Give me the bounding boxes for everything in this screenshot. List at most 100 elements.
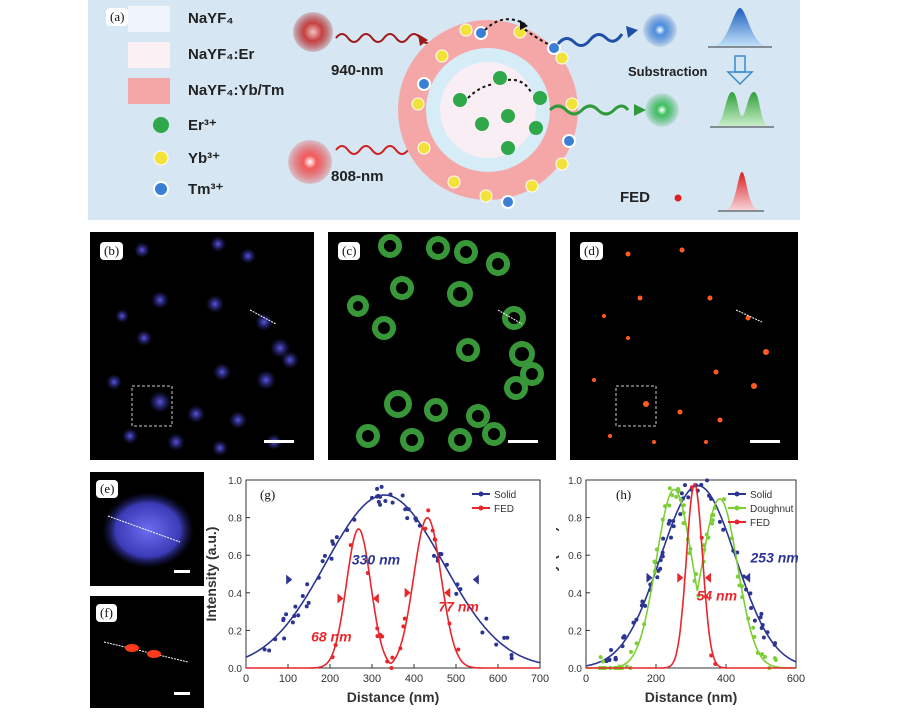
y-tick-label: 0.6 [228, 551, 242, 562]
data-point [454, 591, 459, 596]
data-point [330, 539, 335, 544]
data-point [480, 630, 485, 635]
x-tick-label: 200 [647, 673, 665, 685]
data-point [509, 656, 514, 661]
data-point [598, 655, 603, 660]
y-tick-label: 1.0 [568, 476, 582, 487]
series-line-fed [246, 516, 540, 669]
fwhm-arrow-icon [646, 572, 653, 583]
data-point [686, 495, 691, 500]
scale-bar [174, 570, 190, 573]
data-point [621, 634, 626, 639]
panel-h-tag: (h) [612, 486, 636, 504]
panel-c-spots [347, 234, 544, 452]
data-point [431, 553, 436, 558]
panel-f-tag: (f) [96, 604, 117, 622]
data-point [652, 569, 657, 574]
data-point [744, 587, 749, 592]
subtraction-arrow-icon [726, 71, 754, 86]
scale-bar [174, 692, 190, 695]
data-point [687, 551, 692, 556]
data-point [388, 492, 393, 497]
data-point [710, 521, 715, 526]
fwhm-arrow-icon [677, 572, 684, 583]
x-tick-label: 600 [787, 673, 805, 685]
data-point [702, 547, 707, 552]
data-point [639, 603, 644, 608]
panel-b-image: (b) [90, 232, 314, 460]
fwhm-annotation: 68 nm [311, 629, 351, 645]
data-point [281, 616, 286, 621]
data-point [330, 655, 335, 660]
data-point [711, 512, 716, 517]
x-tick-label: 300 [363, 673, 381, 685]
data-point [694, 572, 699, 577]
data-point [262, 647, 267, 652]
fwhm-arrow-icon [444, 587, 451, 598]
data-point [704, 594, 709, 599]
data-point [660, 517, 665, 522]
data-point [292, 614, 297, 619]
y-tick-label: 0.8 [228, 514, 242, 525]
y-tick-label: 0.0 [228, 664, 242, 675]
wave-green-emission [548, 104, 630, 116]
fwhm-arrow-icon [337, 593, 344, 604]
panel-f-image: (f) [90, 596, 204, 708]
y-tick-label: 0.0 [568, 664, 582, 675]
wave-blue-emission [556, 33, 624, 47]
data-point [643, 603, 648, 608]
data-point [284, 612, 289, 617]
data-point [375, 486, 380, 491]
data-point [663, 504, 668, 509]
laser-940-icon [293, 12, 333, 52]
y-tick-label: 0.2 [228, 626, 242, 637]
data-point [666, 521, 671, 526]
data-point [401, 624, 406, 629]
data-point [444, 562, 449, 567]
data-point [333, 643, 338, 648]
legend-label-nayf4-er: NaYF₄:Er [188, 46, 255, 63]
plot-frame [585, 479, 797, 669]
data-point [369, 495, 374, 500]
data-point [748, 591, 753, 596]
data-point [439, 552, 444, 557]
legend-marker [734, 491, 740, 497]
y-axis-label: Intensity (a.u.) [556, 527, 559, 622]
blue-emission-spot-icon [643, 13, 677, 47]
fed-spot-icon [674, 194, 682, 202]
legend-marker [734, 519, 740, 525]
label-808nm: 808-nm [331, 168, 384, 185]
data-point [699, 482, 704, 487]
data-point [704, 532, 709, 537]
data-point [320, 559, 325, 564]
data-point [305, 582, 310, 587]
panel-e-spot [102, 492, 194, 568]
data-point [385, 659, 390, 664]
panel-c-image: (c) [328, 232, 556, 460]
data-point [375, 626, 380, 631]
data-point [300, 594, 305, 599]
data-point [758, 615, 763, 620]
data-point [379, 484, 384, 489]
data-point [746, 616, 751, 621]
data-point [668, 535, 673, 540]
legend-label-er: Er³⁺ [188, 117, 217, 134]
data-point [661, 536, 666, 541]
y-tick-label: 0.4 [228, 589, 242, 600]
data-point [620, 644, 625, 649]
data-point [676, 486, 681, 491]
data-point [773, 658, 778, 663]
data-point [658, 558, 663, 563]
data-point [417, 523, 422, 528]
data-point [709, 496, 714, 501]
data-point [679, 491, 684, 496]
x-axis-label: Distance (nm) [645, 689, 738, 705]
er-ions [453, 71, 547, 155]
data-point [378, 502, 383, 507]
data-point [681, 503, 686, 508]
data-point [755, 650, 760, 655]
data-point [660, 550, 665, 555]
data-point [713, 661, 718, 666]
data-point [601, 659, 606, 664]
panel-e-image: (e) [90, 472, 204, 586]
